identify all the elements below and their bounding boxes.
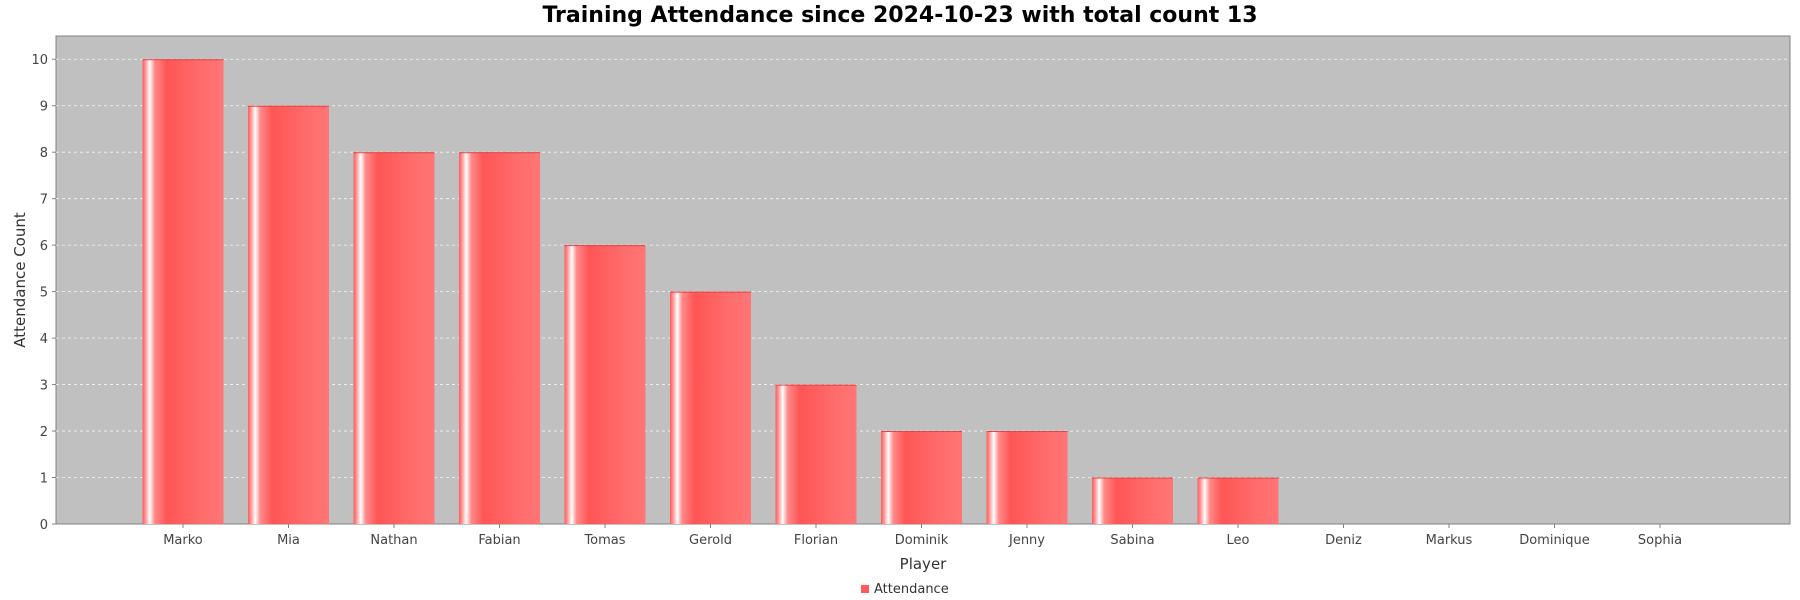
bar-fabian xyxy=(459,152,540,524)
bar-jenny xyxy=(986,431,1068,524)
x-tick-label: Tomas xyxy=(583,533,625,548)
y-tick-label: 0 xyxy=(40,518,48,533)
y-tick-label: 6 xyxy=(40,239,48,254)
x-tick-label: Marko xyxy=(163,533,203,548)
bar-tomas xyxy=(564,245,646,524)
bar-florian xyxy=(775,384,857,524)
x-tick-label: Sophia xyxy=(1638,533,1682,548)
legend-label-attendance: Attendance xyxy=(874,582,949,597)
x-tick-label: Markus xyxy=(1426,533,1473,548)
x-tick-label: Deniz xyxy=(1325,533,1362,548)
y-tick-label: 7 xyxy=(40,193,48,208)
legend-swatch xyxy=(861,585,869,593)
y-tick-label: 9 xyxy=(40,100,48,115)
y-tick-label: 8 xyxy=(40,146,48,161)
x-tick-label: Leo xyxy=(1227,533,1250,548)
y-tick-label: 5 xyxy=(40,286,48,301)
x-axis-label: Player xyxy=(900,555,948,573)
x-tick-label: Sabina xyxy=(1110,533,1154,548)
y-axis-label: Attendance Count xyxy=(11,212,29,348)
y-axis-ticks: 0 1 2 3 4 5 6 7 8 9 10 xyxy=(31,53,56,533)
x-tick-label: Jenny xyxy=(1008,533,1045,548)
bar-marko xyxy=(142,59,224,524)
bar-nathan xyxy=(353,152,435,524)
y-tick-label: 1 xyxy=(40,472,48,487)
legend: Attendance xyxy=(861,582,949,597)
chart-title: Training Attendance since 2024-10-23 wit… xyxy=(542,3,1257,28)
bar-sabina xyxy=(1092,477,1173,524)
x-tick-label: Dominik xyxy=(895,533,949,548)
bar-mia xyxy=(248,105,329,524)
gridlines xyxy=(56,58,1790,478)
x-tick-label: Gerold xyxy=(689,533,732,548)
y-tick-label: 3 xyxy=(40,379,48,394)
x-tick-label: Nathan xyxy=(370,533,417,548)
x-axis-ticks: Marko Mia Nathan Fabian Tomas Gerold Florian Do… xyxy=(163,524,1682,548)
x-tick-label: Mia xyxy=(277,533,300,548)
y-tick-label: 4 xyxy=(40,332,48,347)
bar-dominik xyxy=(881,431,962,524)
bar-gerold xyxy=(670,291,751,524)
x-tick-label: Florian xyxy=(794,533,838,548)
bars xyxy=(142,59,1279,524)
y-tick-label: 2 xyxy=(40,425,48,440)
x-tick-label: Dominique xyxy=(1519,533,1590,548)
y-tick-label: 10 xyxy=(31,53,48,68)
bar-leo xyxy=(1197,477,1279,524)
x-tick-label: Fabian xyxy=(478,533,520,548)
